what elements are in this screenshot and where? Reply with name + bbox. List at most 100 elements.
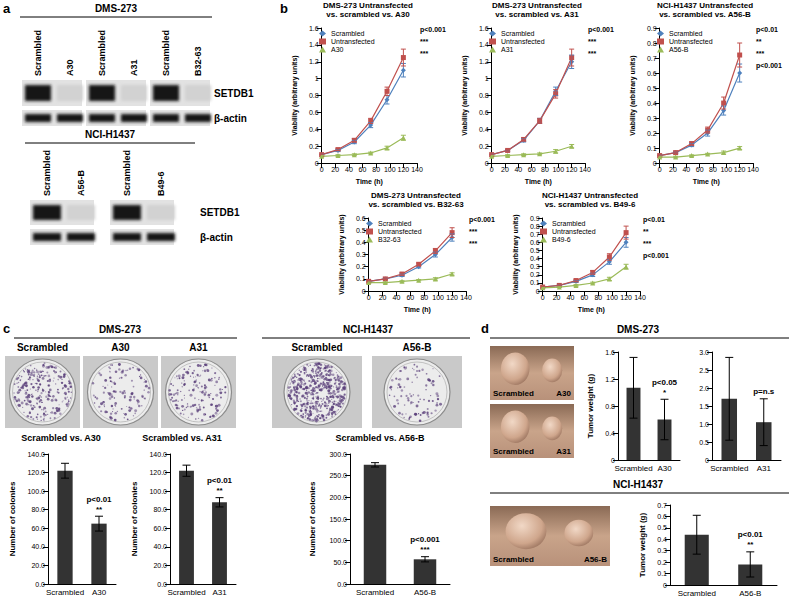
svg-text:A31: A31	[129, 59, 139, 76]
svg-text:40: 40	[393, 294, 401, 301]
svg-text:***: ***	[643, 240, 651, 247]
svg-text:Scrambled: Scrambled	[122, 150, 132, 196]
svg-text:***: ***	[756, 50, 764, 57]
svg-text:0.5: 0.5	[356, 227, 366, 234]
svg-text:0: 0	[485, 160, 489, 167]
svg-text:***: ***	[420, 38, 428, 45]
svg-text:20.0: 20.0	[31, 562, 45, 569]
svg-text:0.6: 0.6	[309, 109, 319, 116]
svg-text:vs. scrambled vs. A31: vs. scrambled vs. A31	[495, 10, 579, 19]
svg-text:A31: A31	[556, 447, 571, 456]
svg-text:100: 100	[720, 166, 732, 173]
svg-text:0.0: 0.0	[157, 581, 167, 588]
svg-text:SETDB1: SETDB1	[214, 88, 254, 99]
svg-text:1: 1	[315, 75, 319, 82]
svg-text:250.0: 250.0	[329, 472, 347, 479]
svg-text:Scrambled: Scrambled	[710, 464, 748, 473]
svg-text:Scrambled: Scrambled	[33, 30, 43, 76]
svg-text:40: 40	[682, 166, 690, 173]
svg-text:100.0: 100.0	[329, 537, 347, 544]
svg-text:p=n.s: p=n.s	[753, 387, 775, 396]
svg-text:20.0: 20.0	[153, 562, 167, 569]
svg-text:A56-B: A56-B	[403, 342, 432, 353]
svg-text:A31: A31	[757, 464, 772, 473]
svg-text:Viability (arbitrary units): Viability (arbitrary units)	[461, 55, 469, 135]
svg-text:0.4: 0.4	[356, 239, 366, 246]
svg-text:0.1: 0.1	[530, 279, 540, 286]
svg-text:0.9: 0.9	[530, 215, 540, 222]
svg-text:Scrambled: Scrambled	[291, 342, 342, 353]
svg-text:120: 120	[446, 294, 458, 301]
svg-text:Scrambled: Scrambled	[493, 447, 534, 456]
svg-text:80: 80	[372, 166, 380, 173]
svg-text:0: 0	[362, 288, 366, 295]
svg-text:60: 60	[359, 166, 367, 173]
svg-text:140: 140	[579, 166, 591, 173]
svg-text:80.0: 80.0	[153, 506, 167, 513]
svg-text:Scrambled vs. A56-B: Scrambled vs. A56-B	[335, 433, 425, 443]
svg-text:A30: A30	[331, 46, 344, 53]
svg-text:20: 20	[501, 166, 509, 173]
svg-text:120.0: 120.0	[27, 469, 45, 476]
svg-text:p<0.01: p<0.01	[643, 216, 665, 224]
svg-text:20: 20	[553, 294, 561, 301]
svg-text:A56-B: A56-B	[739, 589, 761, 598]
svg-text:0.7: 0.7	[657, 502, 667, 509]
svg-text:Scrambled vs. A30: Scrambled vs. A30	[21, 433, 101, 443]
svg-text:0: 0	[611, 457, 615, 464]
svg-text:Scrambled: Scrambled	[161, 30, 171, 76]
svg-text:vs. scrambled vs. A30: vs. scrambled vs. A30	[326, 10, 410, 19]
svg-text:60: 60	[528, 166, 536, 173]
svg-text:120: 120	[620, 294, 632, 301]
svg-text:2.0: 2.0	[699, 385, 709, 392]
svg-text:0: 0	[653, 160, 657, 167]
svg-text:A30: A30	[111, 342, 130, 353]
svg-text:140.0: 140.0	[27, 451, 45, 458]
svg-text:0: 0	[541, 294, 545, 301]
svg-text:1.4: 1.4	[309, 41, 319, 48]
svg-text:A30: A30	[556, 389, 571, 398]
svg-text:Scrambled vs. A31: Scrambled vs. A31	[142, 433, 222, 443]
svg-text:Scrambled: Scrambled	[669, 30, 703, 37]
svg-text:1.6: 1.6	[605, 349, 615, 356]
svg-text:DMS-273 Untransfected: DMS-273 Untransfected	[323, 1, 413, 10]
svg-text:p<0.01: p<0.01	[207, 476, 233, 485]
svg-text:0.3: 0.3	[647, 115, 657, 122]
svg-text:0.2: 0.2	[309, 143, 319, 150]
svg-text:DMS-273: DMS-273	[617, 324, 660, 335]
svg-text:d: d	[481, 321, 489, 336]
svg-text:p<0.001: p<0.001	[588, 26, 614, 34]
svg-text:Number of colonies: Number of colonies	[8, 481, 17, 556]
svg-text:0.4: 0.4	[605, 430, 615, 437]
svg-text:Viability (arbitrary units): Viability (arbitrary units)	[629, 55, 637, 135]
svg-text:Number of colonies: Number of colonies	[130, 481, 139, 556]
svg-text:B32-63: B32-63	[378, 236, 401, 243]
svg-text:1.2: 1.2	[309, 58, 319, 65]
svg-text:0.3: 0.3	[530, 263, 540, 270]
svg-text:SETDB1: SETDB1	[200, 207, 240, 218]
svg-text:DMS-273: DMS-273	[95, 3, 138, 14]
svg-text:0.6: 0.6	[530, 239, 540, 246]
svg-text:Scrambled: Scrambled	[493, 389, 534, 398]
svg-text:Number of colonies: Number of colonies	[308, 481, 317, 556]
svg-text:100: 100	[552, 166, 564, 173]
svg-text:A31: A31	[212, 588, 227, 597]
svg-text:1.0: 1.0	[699, 421, 709, 428]
svg-text:Time (h): Time (h)	[356, 178, 383, 186]
svg-text:Time (h): Time (h)	[525, 178, 552, 186]
svg-text:Scrambled: Scrambled	[356, 588, 394, 597]
svg-text:3.0: 3.0	[699, 349, 709, 356]
svg-text:Scrambled: Scrambled	[614, 464, 652, 473]
svg-text:Scrambled: Scrambled	[42, 150, 52, 196]
svg-text:a: a	[3, 1, 11, 16]
svg-text:0: 0	[536, 288, 540, 295]
svg-text:100: 100	[384, 166, 396, 173]
svg-text:A56-B: A56-B	[76, 169, 86, 196]
svg-text:p<0.01: p<0.01	[756, 26, 778, 34]
svg-text:Time (h): Time (h)	[578, 306, 605, 314]
svg-text:100.0: 100.0	[27, 488, 45, 495]
svg-text:1: 1	[485, 75, 489, 82]
svg-text:0.4: 0.4	[479, 126, 489, 133]
svg-text:A30: A30	[92, 588, 107, 597]
svg-text:200.0: 200.0	[329, 494, 347, 501]
